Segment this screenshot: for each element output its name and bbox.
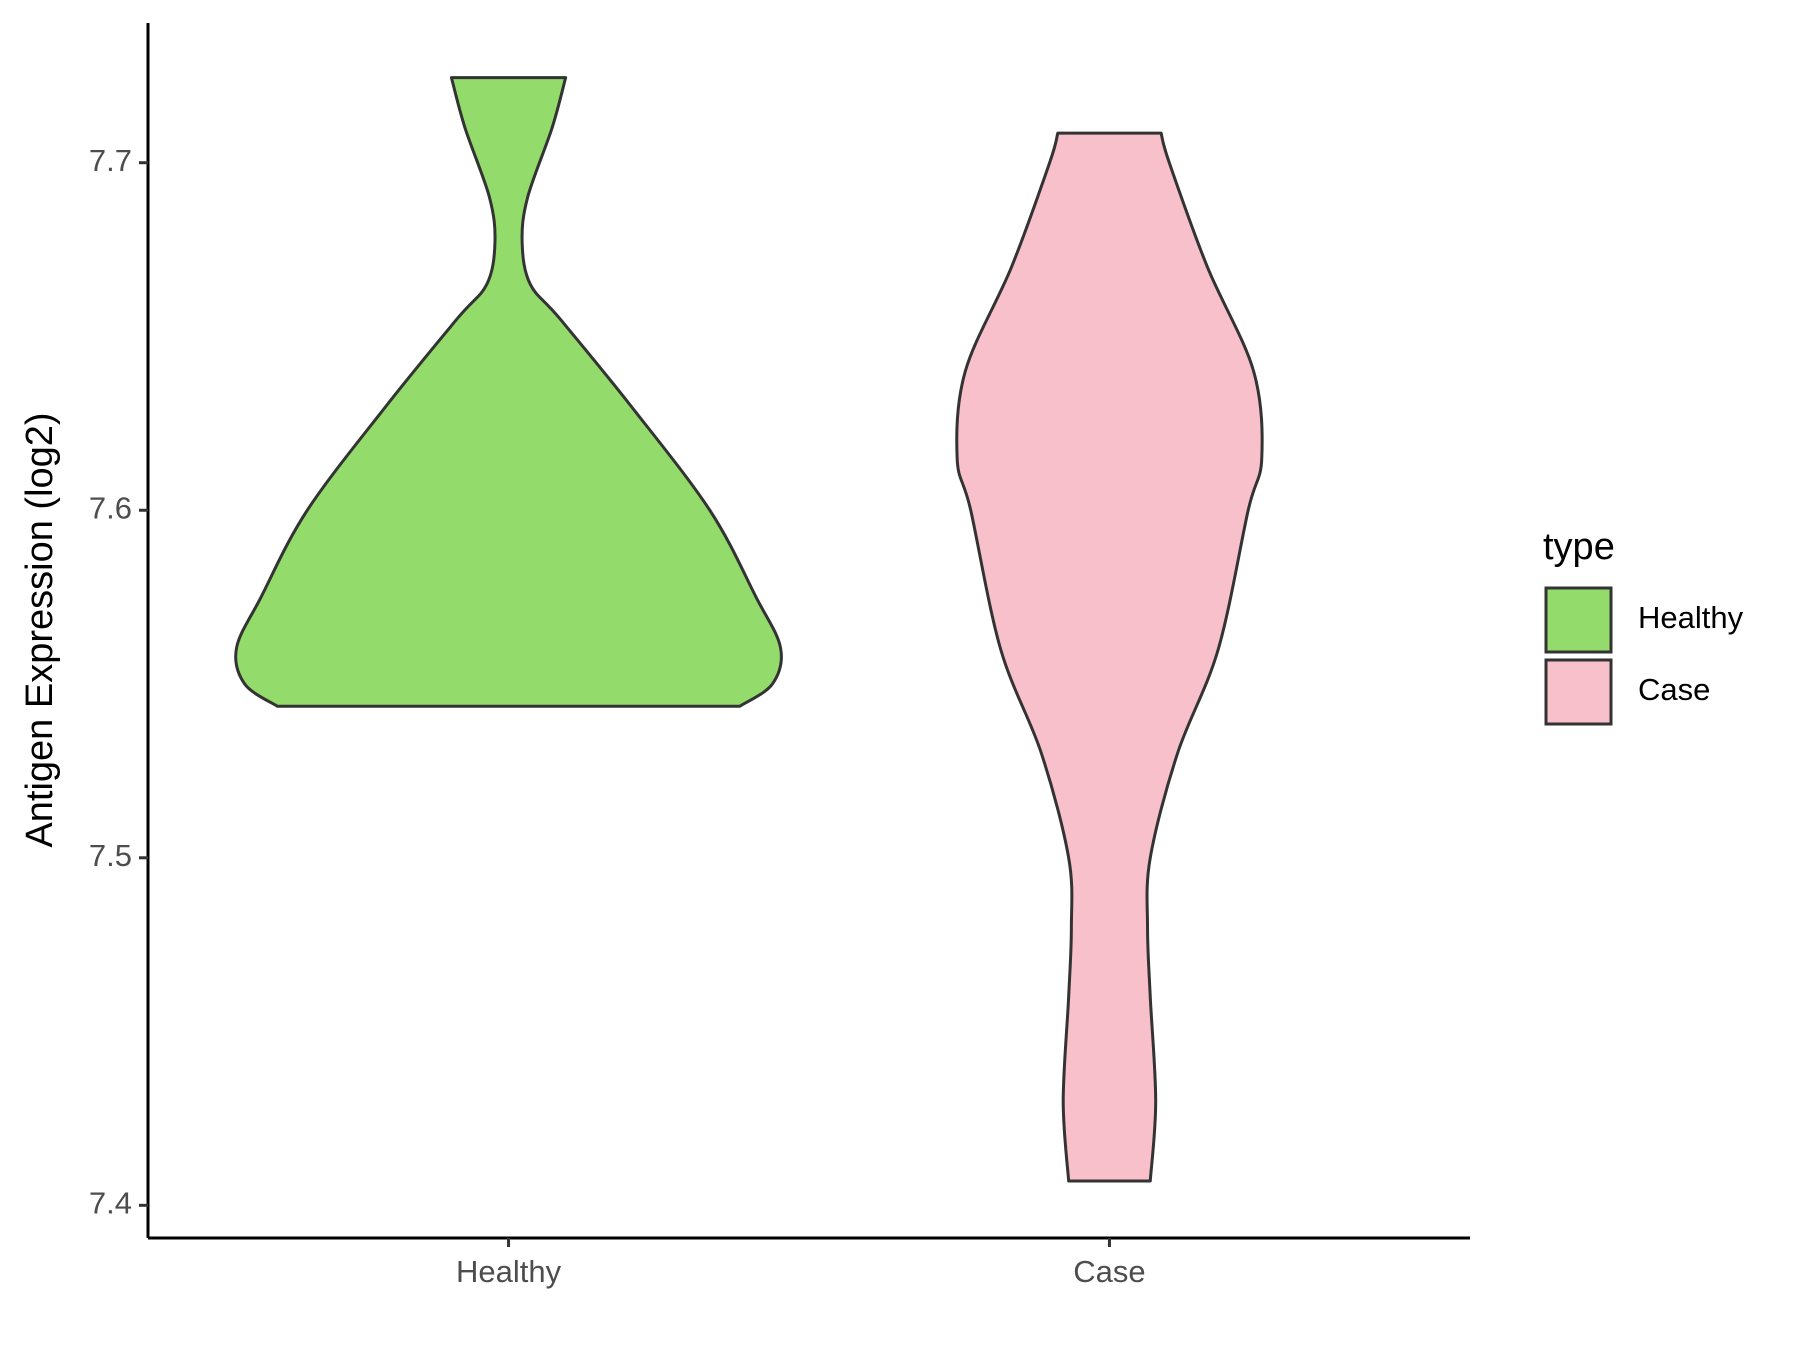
legend-title: type (1543, 526, 1615, 568)
y-tick-label: 7.7 (89, 143, 132, 178)
y-tick-label: 7.6 (89, 490, 132, 525)
violin (955, 131, 1264, 1183)
legend-key (1544, 658, 1613, 726)
y-axis-label: Antigen Expression (log2) (19, 412, 61, 847)
legend-label: Healthy (1638, 600, 1744, 635)
legend-key (1544, 586, 1613, 654)
y-tick-label: 7.5 (89, 838, 132, 873)
x-tick-label: Case (1073, 1254, 1145, 1289)
x-tick-label: Healthy (456, 1254, 562, 1289)
legend-label: Case (1638, 672, 1710, 707)
y-tick-label: 7.4 (89, 1186, 132, 1221)
violin (234, 76, 783, 708)
